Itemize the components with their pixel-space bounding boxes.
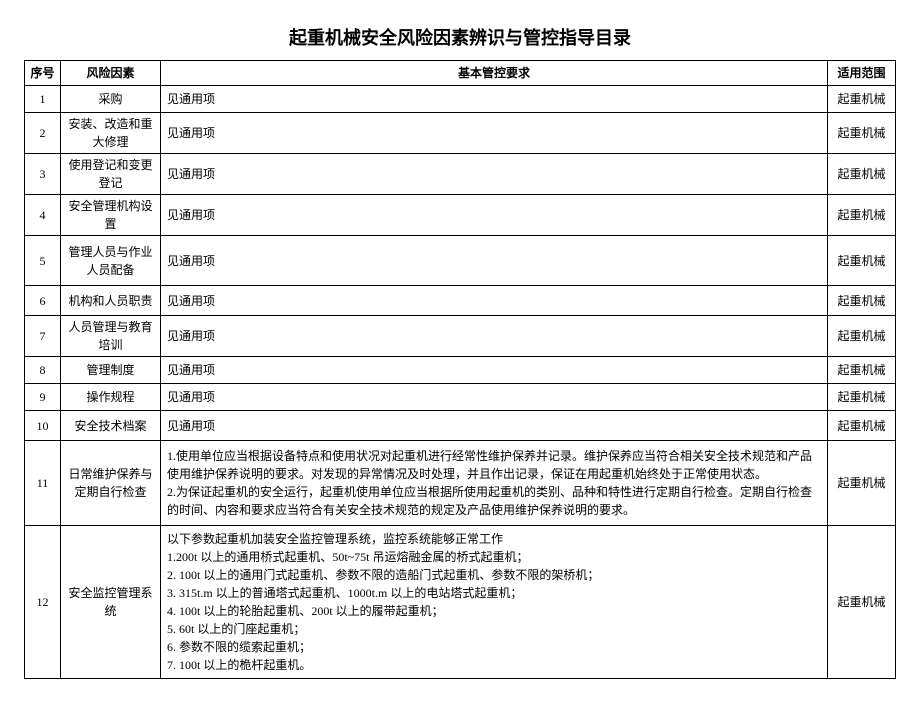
cell-requirement: 见通用项 [161,384,828,411]
cell-scope: 起重机械 [828,286,896,316]
header-scope: 适用范围 [828,61,896,86]
cell-scope: 起重机械 [828,411,896,441]
cell-scope: 起重机械 [828,526,896,679]
cell-scope: 起重机械 [828,316,896,357]
cell-index: 4 [25,195,61,236]
cell-index: 11 [25,441,61,526]
cell-scope: 起重机械 [828,195,896,236]
cell-factor: 采购 [61,86,161,113]
cell-requirement: 见通用项 [161,316,828,357]
cell-requirement: 见通用项 [161,113,828,154]
cell-factor: 管理人员与作业人员配备 [61,236,161,286]
table-row: 12安全监控管理系统以下参数起重机加装安全监控管理系统，监控系统能够正常工作 1… [25,526,896,679]
cell-requirement: 见通用项 [161,236,828,286]
table-row: 10安全技术档案见通用项起重机械 [25,411,896,441]
header-index: 序号 [25,61,61,86]
cell-index: 10 [25,411,61,441]
cell-scope: 起重机械 [828,357,896,384]
cell-index: 5 [25,236,61,286]
cell-factor: 日常维护保养与定期自行检查 [61,441,161,526]
table-row: 9操作规程见通用项起重机械 [25,384,896,411]
cell-scope: 起重机械 [828,86,896,113]
cell-factor: 机构和人员职责 [61,286,161,316]
cell-requirement: 见通用项 [161,286,828,316]
table-row: 8管理制度见通用项起重机械 [25,357,896,384]
cell-factor: 操作规程 [61,384,161,411]
cell-scope: 起重机械 [828,441,896,526]
cell-index: 8 [25,357,61,384]
table-row: 2安装、改造和重大修理见通用项起重机械 [25,113,896,154]
table-row: 3使用登记和变更登记见通用项起重机械 [25,154,896,195]
cell-factor: 使用登记和变更登记 [61,154,161,195]
cell-requirement: 见通用项 [161,411,828,441]
cell-factor: 管理制度 [61,357,161,384]
table-row: 7人员管理与教育培训见通用项起重机械 [25,316,896,357]
table-row: 5管理人员与作业人员配备见通用项起重机械 [25,236,896,286]
table-row: 4安全管理机构设置见通用项起重机械 [25,195,896,236]
cell-index: 7 [25,316,61,357]
cell-requirement: 见通用项 [161,154,828,195]
cell-index: 1 [25,86,61,113]
risk-table: 序号 风险因素 基本管控要求 适用范围 1采购见通用项起重机械2安装、改造和重大… [24,60,896,679]
header-requirement: 基本管控要求 [161,61,828,86]
table-header-row: 序号 风险因素 基本管控要求 适用范围 [25,61,896,86]
cell-index: 3 [25,154,61,195]
cell-requirement: 见通用项 [161,195,828,236]
cell-index: 12 [25,526,61,679]
cell-factor: 安全管理机构设置 [61,195,161,236]
page-title: 起重机械安全风险因素辨识与管控指导目录 [24,24,896,50]
cell-scope: 起重机械 [828,384,896,411]
cell-requirement: 以下参数起重机加装安全监控管理系统，监控系统能够正常工作 1.200t 以上的通… [161,526,828,679]
cell-factor: 安全监控管理系统 [61,526,161,679]
cell-index: 2 [25,113,61,154]
table-row: 1采购见通用项起重机械 [25,86,896,113]
cell-requirement: 见通用项 [161,86,828,113]
cell-index: 6 [25,286,61,316]
cell-factor: 安装、改造和重大修理 [61,113,161,154]
cell-requirement: 1.使用单位应当根据设备特点和使用状况对起重机进行经常性维护保养并记录。维护保养… [161,441,828,526]
cell-index: 9 [25,384,61,411]
table-body: 1采购见通用项起重机械2安装、改造和重大修理见通用项起重机械3使用登记和变更登记… [25,86,896,679]
cell-scope: 起重机械 [828,236,896,286]
header-factor: 风险因素 [61,61,161,86]
cell-requirement: 见通用项 [161,357,828,384]
table-row: 11日常维护保养与定期自行检查1.使用单位应当根据设备特点和使用状况对起重机进行… [25,441,896,526]
cell-factor: 人员管理与教育培训 [61,316,161,357]
table-row: 6机构和人员职责见通用项起重机械 [25,286,896,316]
cell-scope: 起重机械 [828,154,896,195]
cell-scope: 起重机械 [828,113,896,154]
cell-factor: 安全技术档案 [61,411,161,441]
